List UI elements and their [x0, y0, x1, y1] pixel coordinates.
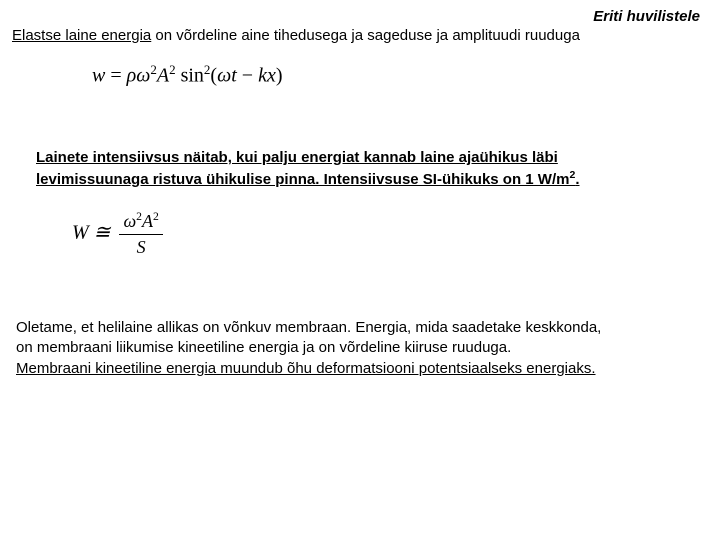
f1-kx: kx	[258, 65, 276, 87]
header-subtitle: Eriti huvilistele	[12, 8, 708, 25]
para2-line2a: levimissuunaga ristuva ühikulise pinna. …	[36, 171, 569, 188]
f2-W: W	[72, 222, 89, 244]
intensity-definition: Lainete intensiivsus näitab, kui palju e…	[12, 148, 708, 191]
f1-omega: ω	[136, 65, 150, 87]
f1-minus: −	[237, 65, 258, 87]
slide-page: Eriti huvilistele Elastse laine energia …	[0, 0, 720, 540]
f1-lhs: w	[92, 65, 105, 87]
para2-line2b: .	[575, 171, 579, 188]
para2-line1: Lainete intensiivsus näitab, kui palju e…	[36, 149, 558, 166]
f2-denominator: S	[119, 235, 162, 258]
para3-line1: Oletame, et helilaine allikas on võnkuv …	[16, 319, 601, 336]
para3-line3: Membraani kineetiline energia muundub õh…	[16, 360, 596, 377]
f2-approx: ≅	[89, 222, 116, 244]
f1-A-sq: 2	[169, 62, 176, 77]
f1-rho: ρ	[127, 65, 137, 87]
membrane-paragraph: Oletame, et helilaine allikas on võnkuv …	[12, 318, 708, 379]
f2-fraction: ω2A2 S	[119, 210, 162, 258]
f2-num-omega: ω	[123, 211, 136, 231]
f1-eq: =	[105, 65, 126, 87]
f2-numerator: ω2A2	[119, 210, 162, 235]
f1-omega-t: ωt	[217, 65, 237, 87]
header-underlined: Elastse laine energia	[12, 27, 151, 44]
f2-num-A: A	[142, 211, 153, 231]
header-rest: on võrdeline aine tihedusega ja sageduse…	[151, 27, 580, 44]
formula-intensity: W ≅ ω2A2 S	[12, 210, 708, 258]
header-statement: Elastse laine energia on võrdeline aine …	[12, 27, 708, 44]
f1-rparen: )	[276, 65, 283, 87]
f1-A: A	[157, 65, 169, 87]
f1-sin: sin	[181, 65, 204, 87]
formula-energy-density: w = ρω2A2 sin2(ωt − kx)	[12, 62, 708, 88]
para3-line2: on membraani liikumise kineetiline energ…	[16, 339, 511, 356]
